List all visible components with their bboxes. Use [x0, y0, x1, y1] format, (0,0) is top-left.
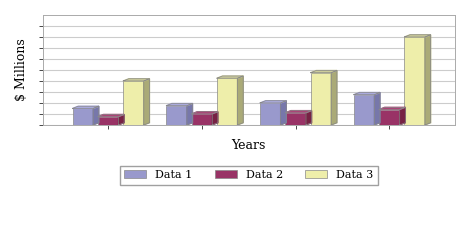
Polygon shape — [192, 112, 218, 114]
Legend: Data 1, Data 2, Data 3: Data 1, Data 2, Data 3 — [119, 166, 378, 184]
Bar — [166, 106, 187, 125]
Polygon shape — [379, 107, 405, 110]
Polygon shape — [123, 79, 149, 81]
Polygon shape — [144, 79, 149, 125]
Bar — [404, 37, 425, 125]
Bar — [192, 114, 212, 125]
Polygon shape — [72, 106, 99, 108]
Polygon shape — [375, 92, 380, 125]
Polygon shape — [217, 76, 243, 78]
Polygon shape — [166, 103, 193, 106]
Bar — [260, 103, 281, 125]
Polygon shape — [306, 111, 312, 125]
Bar — [72, 108, 93, 125]
Y-axis label: $ Millions: $ Millions — [15, 39, 28, 101]
Polygon shape — [285, 111, 312, 113]
Polygon shape — [404, 35, 431, 37]
Polygon shape — [260, 101, 286, 103]
Polygon shape — [237, 76, 243, 125]
Bar — [217, 78, 237, 125]
Polygon shape — [187, 103, 193, 125]
Polygon shape — [400, 107, 405, 125]
Polygon shape — [93, 106, 99, 125]
Polygon shape — [425, 35, 431, 125]
Bar — [354, 95, 375, 125]
Bar — [311, 73, 331, 125]
Polygon shape — [331, 71, 337, 125]
Polygon shape — [118, 114, 124, 125]
Bar — [123, 81, 144, 125]
Bar — [379, 110, 400, 125]
Polygon shape — [311, 71, 337, 73]
Bar — [285, 113, 306, 125]
Polygon shape — [212, 112, 218, 125]
Bar — [98, 117, 118, 125]
X-axis label: Years: Years — [232, 140, 266, 152]
Polygon shape — [281, 101, 286, 125]
Polygon shape — [98, 114, 124, 117]
Polygon shape — [354, 92, 380, 95]
